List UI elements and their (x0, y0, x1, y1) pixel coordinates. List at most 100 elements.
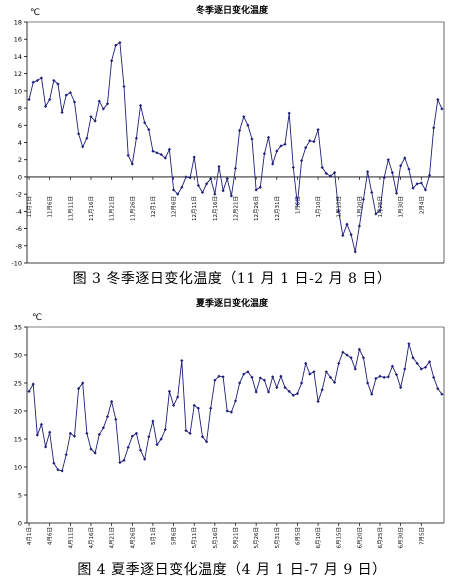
winter-data-point (382, 176, 386, 180)
winter-data-point (378, 208, 382, 213)
summer-data-point (390, 364, 394, 368)
summer-data-point (217, 374, 221, 378)
summer-data-point (440, 392, 444, 396)
summer-data-point (64, 453, 68, 457)
winter-x-tick-label: 11月16日 (88, 196, 95, 221)
summer-data-point (163, 427, 167, 432)
winter-data-point (390, 171, 394, 175)
summer-x-tick-label: 4月6日 (47, 527, 54, 545)
winter-data-point (440, 107, 444, 111)
summer-data-point (308, 372, 312, 376)
summer-y-tick-label: 5 (18, 492, 22, 500)
summer-x-tick-label: 4月11日 (67, 527, 74, 549)
summer-x-tick-label: 5月21日 (233, 527, 240, 549)
summer-data-point (56, 468, 60, 472)
winter-y-tick-label: 6 (18, 122, 22, 130)
summer-data-point (134, 431, 139, 435)
summer-data-point (39, 422, 44, 427)
winter-y-tick-label: 14 (14, 53, 22, 61)
summer-data-point (320, 388, 324, 392)
summer-data-point (386, 375, 390, 379)
winter-data-point (407, 167, 411, 171)
summer-x-tick-label: 6月15日 (336, 527, 343, 549)
summer-y-tick-label: 10 (14, 464, 22, 472)
winter-y-tick-label: 16 (14, 36, 22, 44)
winter-x-tick-label: 11月21日 (109, 196, 116, 221)
summer-x-tick-label: 5月11日 (191, 527, 198, 549)
winter-data-point (204, 182, 209, 186)
winter-data-point (394, 191, 399, 195)
summer-data-point (171, 403, 176, 407)
winter-data-point (225, 177, 229, 181)
summer-y-tick-label: 20 (14, 408, 22, 416)
winter-data-point (39, 76, 44, 80)
summer-x-tick-label: 4月21日 (109, 527, 116, 549)
summer-x-tick-label: 4月26日 (129, 527, 136, 549)
winter-data-point (77, 132, 81, 136)
summer-data-point (349, 356, 353, 360)
summer-data-point (35, 433, 39, 437)
summer-data-point (60, 469, 64, 473)
summer-data-point (312, 370, 316, 374)
summer-data-point (27, 389, 31, 393)
summer-data-point (432, 375, 436, 379)
summer-data-point (411, 356, 415, 360)
winter-data-point (361, 197, 366, 201)
summer-x-tick-label: 6月25日 (377, 527, 384, 549)
summer-data-point (204, 440, 209, 444)
winter-data-point (399, 164, 403, 168)
winter-y-tick-label: 10 (14, 87, 22, 95)
summer-data-point (238, 381, 242, 385)
winter-data-point (81, 145, 85, 149)
summer-data-point (138, 448, 143, 452)
winter-data-point (105, 102, 110, 106)
winter-data-point (419, 181, 423, 185)
summer-x-tick-label: 6月30日 (398, 527, 405, 549)
summer-data-point (151, 419, 155, 423)
winter-data-point (238, 128, 242, 133)
summer-data-point (366, 381, 370, 385)
winter-x-tick-label: 12月26日 (253, 196, 260, 221)
summer-data-point (378, 374, 382, 378)
winter-data-point (374, 212, 378, 216)
summer-data-point (361, 356, 366, 360)
winter-x-tick-label: 11月26日 (129, 196, 136, 221)
winter-data-point (262, 152, 267, 156)
winter-data-point (254, 188, 258, 192)
summer-data-point (85, 431, 89, 435)
summer-data-point (423, 365, 428, 369)
winter-data-point (196, 183, 200, 188)
summer-y-tick-label: 35 (14, 324, 22, 332)
winter-data-point (134, 136, 139, 140)
winter-data-point (31, 80, 35, 84)
winter-data-point (114, 43, 118, 47)
winter-data-point (337, 209, 341, 213)
summer-data-point (275, 385, 279, 390)
winter-data-point (233, 166, 238, 170)
winter-data-point (266, 135, 271, 139)
summer-data-point (97, 432, 101, 437)
winter-data-point (271, 162, 275, 166)
summer-data-point (283, 385, 287, 390)
winter-data-point (56, 82, 60, 86)
summer-data-point (242, 372, 246, 376)
summer-data-point (31, 382, 35, 386)
summer-data-point (81, 381, 85, 385)
summer-data-point (279, 374, 283, 378)
winter-x-tick-label: 1月10日 (315, 196, 322, 218)
winter-data-point (151, 149, 155, 153)
summer-data-point (192, 403, 196, 407)
winter-y-tick-label: -8 (16, 242, 22, 250)
winter-y-unit-label: ℃ (30, 8, 40, 18)
summer-x-tick-label: 6月5日 (294, 527, 301, 545)
summer-data-point (188, 431, 192, 435)
winter-data-point (85, 136, 89, 140)
summer-y-tick-label: 25 (14, 380, 22, 388)
winter-data-point (324, 171, 328, 176)
winter-data-point (27, 97, 31, 102)
winter-x-tick-label: 11月1日 (26, 196, 33, 218)
winter-data-point (423, 188, 428, 192)
winter-data-point (221, 189, 225, 193)
summer-data-point (304, 361, 308, 365)
